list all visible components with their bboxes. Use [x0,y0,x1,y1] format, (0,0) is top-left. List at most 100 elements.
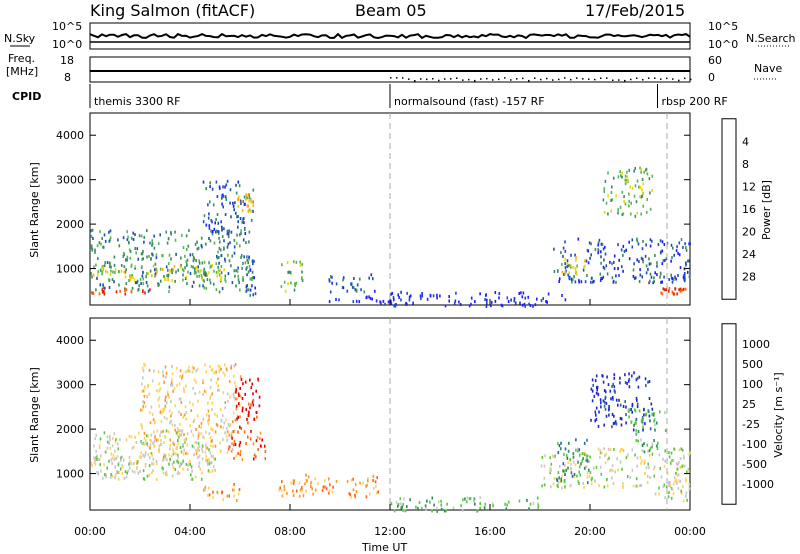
data-cell [237,225,239,229]
data-cell [421,292,423,295]
nave-dot [516,78,518,80]
data-cell [118,283,120,287]
data-cell [233,245,236,249]
data-cell [232,392,235,396]
data-cell [643,170,645,174]
data-cell [121,471,124,475]
data-cell [585,459,587,462]
nave-dot [582,78,584,80]
data-cell [248,199,250,203]
data-cell [663,275,665,279]
data-cell [293,288,296,292]
data-cell [654,492,657,496]
data-cell [561,270,564,274]
data-cell [220,275,223,279]
data-cell [611,276,614,280]
data-cell [564,262,566,266]
data-cell [640,461,642,465]
data-cell [220,254,223,258]
power-colorbar-label: Power [dB] [760,180,773,240]
data-cell [178,410,180,414]
data-cell [281,263,283,267]
data-cell [176,366,178,370]
data-cell [615,194,617,198]
data-cell [648,262,651,266]
data-cell [237,278,240,282]
nave-dot [576,77,578,79]
data-cell [673,476,676,480]
data-cell [562,469,564,473]
data-cell [113,255,116,259]
data-cell [670,276,673,280]
data-cell [479,502,481,505]
data-cell [233,238,236,242]
data-cell [529,304,532,307]
data-cell [615,280,617,284]
data-cell [352,477,354,481]
data-cell [233,364,236,368]
data-cell [221,287,224,290]
data-cell [198,284,201,288]
data-cell [656,264,658,268]
data-cell [259,444,262,448]
data-cell [207,409,210,413]
data-cell [155,253,158,257]
data-cell [196,367,199,371]
data-cell [546,300,548,304]
data-cell [206,278,209,282]
nave-dot [684,77,686,80]
data-cell [584,264,586,268]
data-cell [672,492,675,496]
data-cell [170,414,172,418]
data-cell [186,263,188,266]
data-cell [163,453,165,457]
data-cell [620,423,623,427]
data-cell [142,404,145,408]
data-cell [189,253,192,257]
data-cell [636,402,639,406]
data-cell [249,277,252,281]
colorbar-frame [721,323,737,505]
data-cell [669,481,671,485]
data-cell [209,185,211,189]
data-cell [166,390,169,394]
data-cell [237,204,239,208]
data-cell [583,265,585,269]
data-cell [211,469,214,473]
data-cell [180,412,182,416]
data-cell [611,262,613,266]
data-cell [162,458,165,462]
data-cell [195,428,197,431]
data-cell [212,454,214,458]
data-cell [675,277,677,281]
data-cell [640,459,643,463]
data-cell [648,466,650,470]
nave-dot [558,78,560,81]
data-cell [147,383,150,387]
nave-tick-top: 60 [708,54,722,67]
data-cell [338,298,340,302]
data-cell [205,223,208,227]
data-cell [212,368,214,372]
data-cell [140,282,142,286]
data-cell [212,230,214,234]
data-cell [601,277,603,280]
data-cell [204,273,206,277]
data-cell [648,177,651,181]
data-cell [583,466,586,470]
data-cell [234,381,236,385]
data-cell [685,263,687,267]
data-cell [109,265,111,269]
data-cell [631,448,634,452]
data-cell [519,301,521,305]
data-cell [208,462,211,466]
data-cell [683,277,685,281]
data-cell [610,468,613,472]
data-cell [621,213,624,217]
cpid-segment-label: themis 3300 RF [94,95,181,108]
data-cell [188,461,190,465]
nave-dot [612,79,614,81]
data-cell [648,257,650,261]
data-cell [608,456,610,460]
data-cell [550,485,552,489]
